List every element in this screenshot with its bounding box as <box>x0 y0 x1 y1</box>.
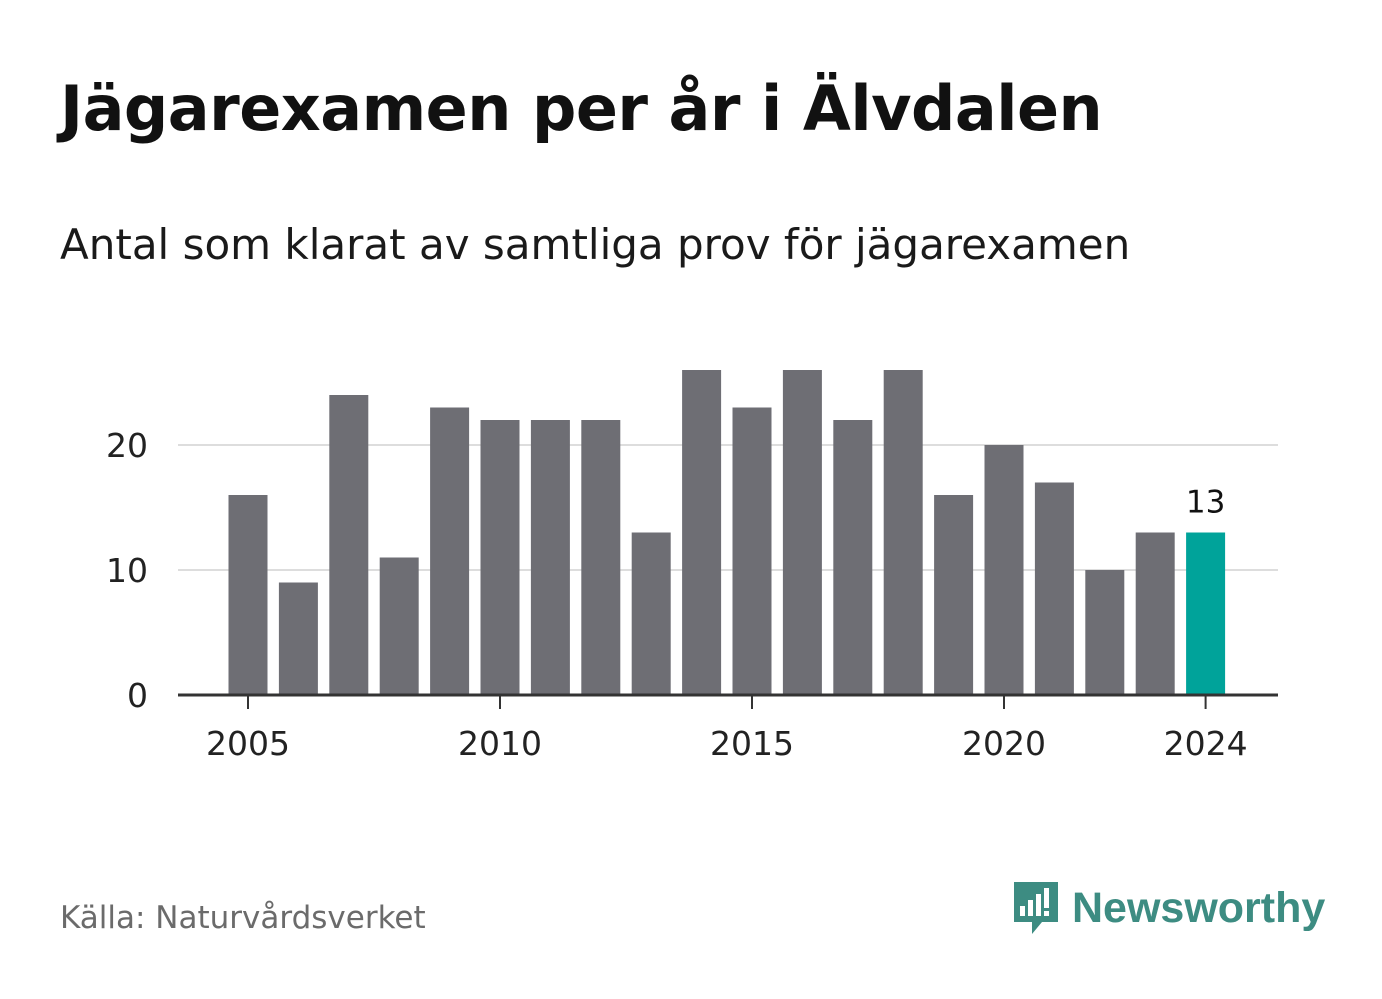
brand-name: Newsworthy <box>1072 883 1326 932</box>
y-tick-label-0: 0 <box>127 676 148 715</box>
x-tick-label-2020: 2020 <box>962 724 1046 763</box>
bar-2007 <box>329 395 369 695</box>
bar-2013 <box>631 532 671 695</box>
data-label-2024: 13 <box>1186 485 1225 521</box>
bar-2005 <box>228 495 268 695</box>
x-tick-label-2015: 2015 <box>710 724 794 763</box>
bar-2010 <box>480 420 520 695</box>
bar-2012 <box>581 420 621 695</box>
bar-2018 <box>883 370 923 695</box>
bar-2009 <box>430 407 470 695</box>
chart-title: Jägarexamen per år i Älvdalen <box>60 72 1103 145</box>
bar-2006 <box>278 582 318 695</box>
bars <box>228 370 1226 695</box>
x-tick-label-2010: 2010 <box>458 724 542 763</box>
y-tick-label-10: 10 <box>106 551 148 590</box>
x-tick-label-2005: 2005 <box>206 724 290 763</box>
bar-2016 <box>782 370 822 695</box>
chart-subtitle: Antal som klarat av samtliga prov för jä… <box>60 220 1131 269</box>
axes <box>178 693 1278 709</box>
bar-2021 <box>1034 482 1074 695</box>
bar-2015 <box>732 407 772 695</box>
labels: 0 10 20 2005 2010 2015 2020 2024 13 <box>106 426 1248 763</box>
bar-2023 <box>1135 532 1175 695</box>
newsworthy-logo-icon <box>1014 882 1058 934</box>
bar-2008 <box>379 557 419 695</box>
source-note: Källa: Naturvårdsverket <box>60 900 426 936</box>
bar-2011 <box>530 420 570 695</box>
bar-2022 <box>1085 570 1125 695</box>
bar-2014 <box>682 370 722 695</box>
bar-2019 <box>934 495 974 695</box>
bar-2024 <box>1186 532 1226 695</box>
bar-2017 <box>833 420 873 695</box>
x-tick-label-2024: 2024 <box>1164 724 1248 763</box>
bar-2020 <box>984 445 1024 695</box>
y-tick-label-20: 20 <box>106 426 148 465</box>
newsworthy-logo: Newsworthy <box>1010 878 1325 938</box>
